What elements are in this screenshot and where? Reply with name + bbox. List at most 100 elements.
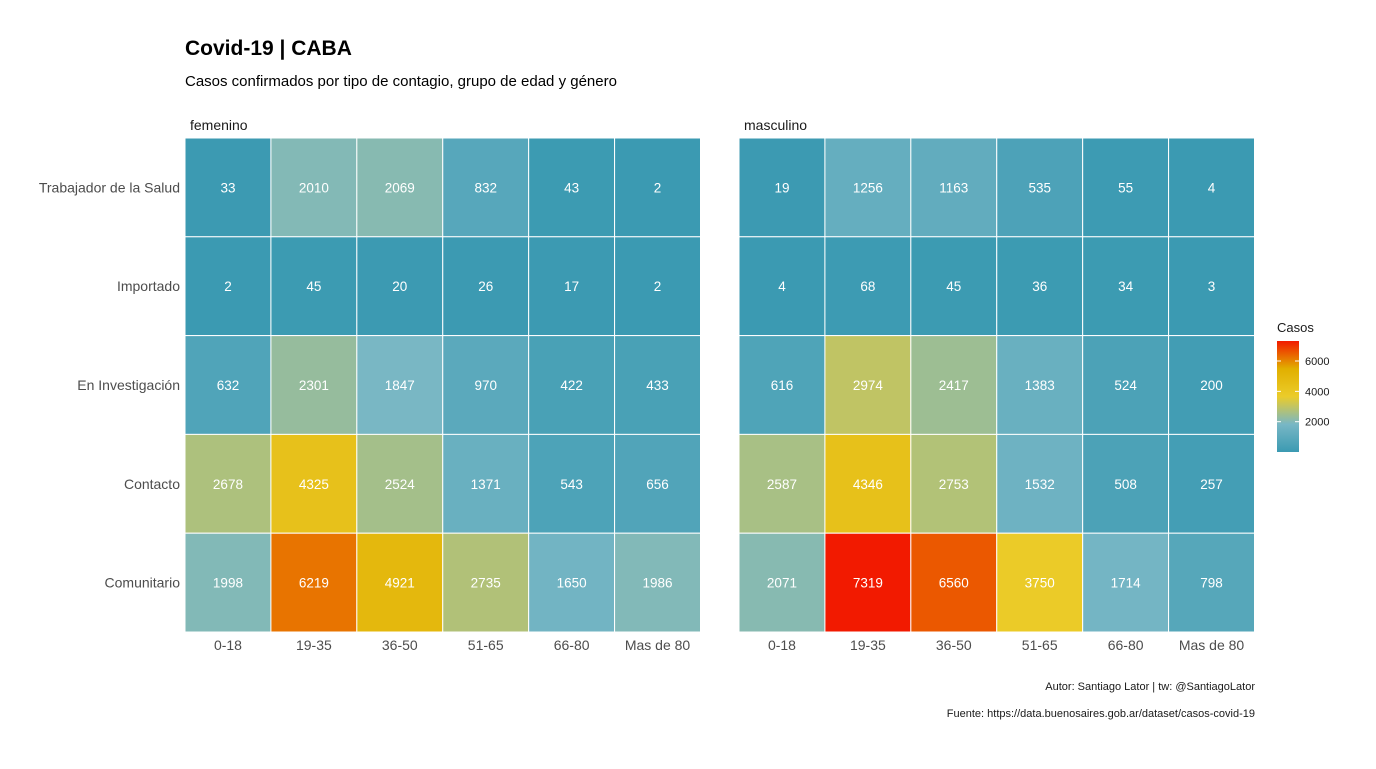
chart-subtitle: Casos confirmados por tipo de contagio, … — [185, 73, 617, 90]
heatmap-cell — [528, 532, 616, 633]
y-tick-label: Trabajador de la Salud — [39, 179, 180, 195]
cell-value-label: 3750 — [1025, 576, 1055, 591]
x-tick-label: 51-65 — [1022, 637, 1058, 653]
x-tick-label: 0-18 — [214, 637, 242, 653]
heatmap-cell — [738, 236, 826, 337]
cell-value-label: 45 — [946, 279, 961, 294]
caption-author: Autor: Santiago Lator | tw: @SantiagoLat… — [1045, 681, 1255, 693]
heatmap-cell — [910, 335, 998, 435]
heatmap-cell — [184, 433, 272, 534]
legend-tick-label: 4000 — [1305, 386, 1329, 398]
heatmap-cell — [184, 532, 272, 633]
cell-value-label: 2753 — [939, 477, 969, 492]
heatmap-cell — [614, 137, 701, 238]
y-tick-label: Importado — [117, 278, 180, 294]
y-axis-labels: Trabajador de la Salud Importado En Invest… — [39, 179, 180, 590]
cell-value-label: 4346 — [853, 477, 883, 492]
cell-value-label: 1163 — [939, 180, 968, 195]
cell-value-label: 656 — [646, 477, 669, 492]
chart-title: Covid-19 | CABA — [185, 37, 352, 60]
cell-value-label: 2010 — [299, 180, 329, 195]
heatmap-cell — [528, 433, 616, 534]
cell-value-label: 2 — [654, 279, 662, 294]
cell-value-label: 2417 — [939, 378, 969, 393]
cell-value-label: 1714 — [1111, 576, 1142, 591]
x-tick-label: Mas de 80 — [625, 637, 691, 653]
heatmap-cell — [738, 433, 826, 534]
heatmap-cell — [1082, 137, 1170, 238]
cell-value-label: 2301 — [299, 378, 329, 393]
heatmap-cell — [442, 236, 530, 337]
caption-source: Fuente: https://data.buenosaires.gob.ar/… — [947, 708, 1255, 720]
cell-value-label: 535 — [1028, 180, 1051, 195]
cell-value-label: 2524 — [385, 477, 416, 492]
heatmap-cell — [614, 236, 701, 337]
heatmap-cell — [1168, 236, 1256, 337]
cell-value-label: 200 — [1200, 378, 1223, 393]
cell-value-label: 616 — [771, 378, 794, 393]
heatmap-cell — [1082, 433, 1170, 534]
x-tick-label: 66-80 — [1108, 637, 1144, 653]
cell-value-label: 26 — [478, 279, 493, 294]
cell-value-label: 2587 — [767, 477, 797, 492]
facet-femenino: femenino 33 2010 2069 832 43 2 2 45 20 26 17 2 632 230… — [184, 117, 701, 653]
heatmap-cell — [356, 335, 444, 435]
heatmap-cell — [184, 137, 272, 238]
heatmap-cell — [910, 236, 998, 337]
cell-value-label: 508 — [1114, 477, 1137, 492]
cell-value-label: 632 — [217, 378, 240, 393]
legend-tick-label: 6000 — [1305, 356, 1329, 368]
cell-value-label: 422 — [560, 378, 583, 393]
heatmap-cell — [442, 433, 530, 534]
heatmap-cell — [1168, 433, 1256, 534]
cell-value-label: 4921 — [385, 576, 415, 591]
cell-value-label: 2069 — [385, 180, 415, 195]
heatmap-cell — [824, 532, 912, 633]
cell-value-label: 33 — [220, 180, 235, 195]
heatmap-cell — [1082, 532, 1170, 633]
heatmap-cell — [996, 335, 1084, 435]
cell-value-label: 20 — [392, 279, 407, 294]
y-tick-label: Contacto — [124, 476, 180, 492]
x-tick-label: Mas de 80 — [1179, 637, 1245, 653]
facet-label: femenino — [190, 117, 248, 133]
heatmap-cell — [738, 532, 826, 633]
legend-colorbar — [1277, 341, 1299, 452]
heatmap-cell — [442, 137, 530, 238]
cell-value-label: 1986 — [643, 576, 673, 591]
facet-label: masculino — [744, 117, 807, 133]
heatmap-cell — [528, 335, 616, 435]
heatmap-cell — [270, 433, 358, 534]
cell-value-label: 970 — [474, 378, 497, 393]
x-tick-label: 51-65 — [468, 637, 504, 653]
heatmap-cell — [910, 532, 998, 633]
cell-value-label: 3 — [1208, 279, 1216, 294]
facet-masculino: masculino 19 1256 1163 535 55 4 4 68 45 36 34 3 616 29… — [738, 117, 1256, 653]
cell-value-label: 543 — [560, 477, 583, 492]
cell-value-label: 2974 — [853, 378, 884, 393]
heatmap-cell — [270, 236, 358, 337]
cell-value-label: 55 — [1118, 180, 1133, 195]
heatmap-cell — [442, 335, 530, 435]
x-tick-label: 19-35 — [850, 637, 886, 653]
heatmap-cell — [442, 532, 530, 633]
x-tick-label: 36-50 — [382, 637, 418, 653]
heatmap-cell — [614, 433, 701, 534]
cell-value-label: 6560 — [939, 576, 969, 591]
cell-value-label: 1847 — [385, 378, 415, 393]
cell-value-label: 1383 — [1025, 378, 1055, 393]
heatmap-cell — [356, 532, 444, 633]
cell-value-label: 36 — [1032, 279, 1047, 294]
heatmap-cell — [1168, 137, 1256, 238]
cell-value-label: 1998 — [213, 576, 243, 591]
x-tick-label: 66-80 — [554, 637, 590, 653]
cell-value-label: 34 — [1118, 279, 1134, 294]
legend-title: Casos — [1277, 320, 1314, 335]
heatmap-cell — [356, 433, 444, 534]
heatmap-cell — [184, 335, 272, 435]
x-tick-label: 36-50 — [936, 637, 972, 653]
cell-value-label: 1256 — [853, 180, 883, 195]
cell-value-label: 2735 — [471, 576, 501, 591]
